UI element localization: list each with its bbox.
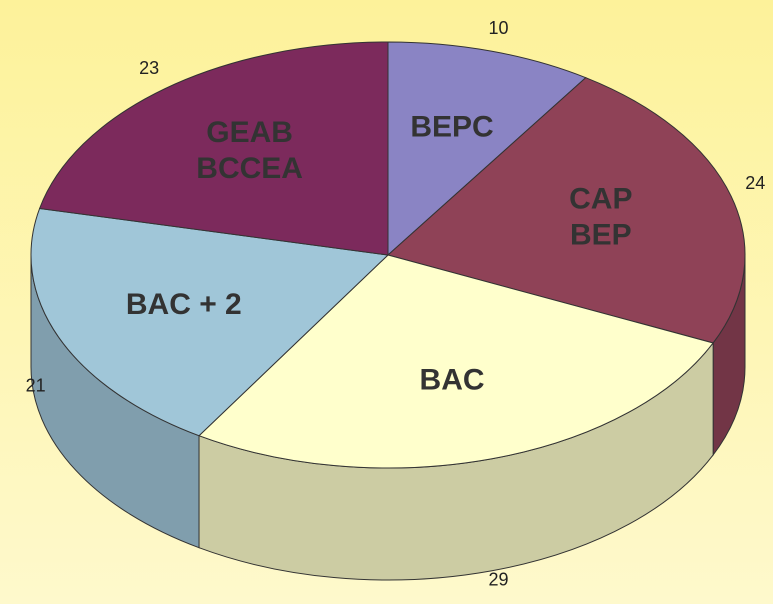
slice	[387, 41, 587, 257]
value-label: 24	[745, 173, 765, 193]
slice	[198, 254, 714, 469]
value-label: 29	[489, 569, 509, 589]
slice-label: CAP BEP	[569, 183, 632, 252]
value-label: 21	[26, 375, 46, 395]
slice-label: GEAB BCCEA	[196, 116, 303, 185]
value-label: 10	[489, 18, 509, 38]
slice-label: BAC + 2	[126, 288, 242, 321]
slice	[38, 41, 389, 256]
value-label: 23	[139, 58, 159, 78]
slice	[30, 207, 390, 437]
slice-label: BEPC	[410, 111, 493, 144]
slice-label: BAC	[420, 363, 485, 396]
slice	[386, 77, 746, 344]
